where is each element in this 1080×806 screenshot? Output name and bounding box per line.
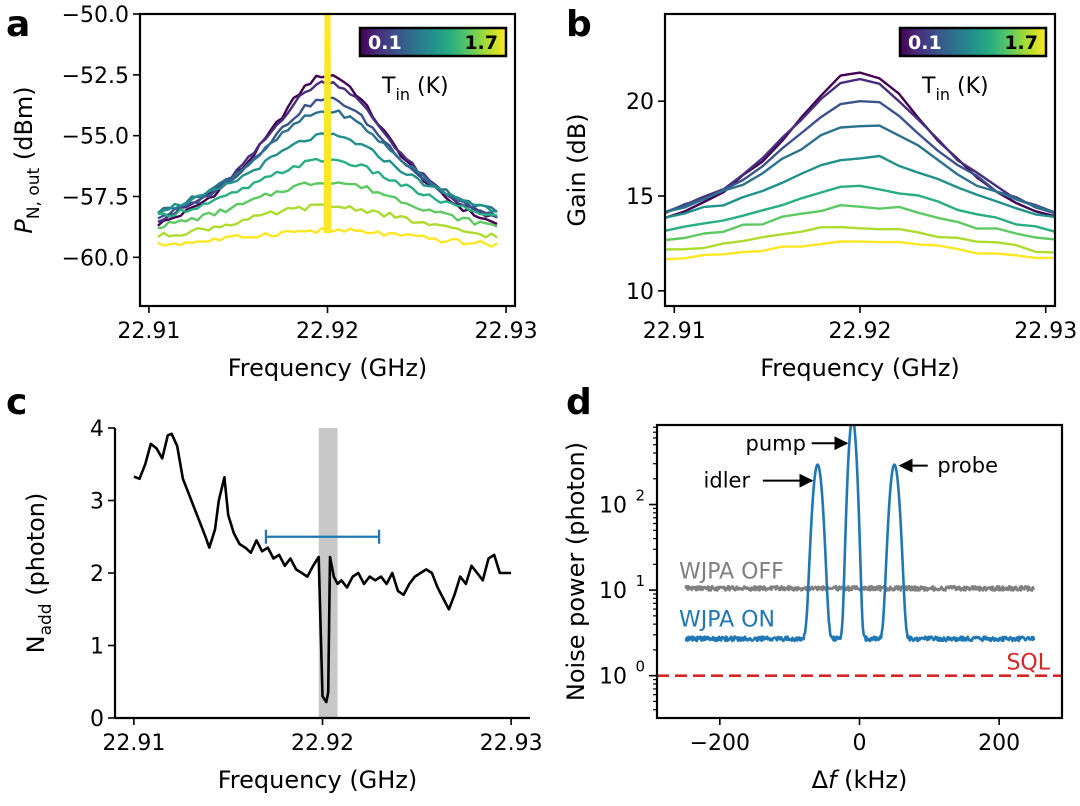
- panel-d-series-line: [684, 584, 1036, 592]
- panel-c-xtick-label: 22.91: [102, 731, 165, 756]
- panel-b-series-line: [665, 99, 1055, 215]
- panel-b-xlabel: Frequency (GHz): [760, 354, 960, 382]
- panel-b-series-line: [665, 225, 1055, 254]
- panel-a-ytick-label: −60.0: [62, 246, 129, 271]
- panel-c-ytick-label: 3: [90, 490, 104, 515]
- panel-b-ytick-label: 15: [626, 185, 654, 210]
- panel-a-xtick-label: 22.91: [117, 319, 180, 344]
- panel-d-xlabel: Δf (kHz): [812, 766, 908, 794]
- panel-a-colorbar-max: 1.7: [464, 32, 498, 54]
- panel-a-center-spike: [323, 14, 332, 234]
- panel-b-colorbar-min: 0.1: [908, 32, 942, 54]
- panel-c-ytick-label: 0: [90, 707, 104, 732]
- panel-d-ytick-label: 10: [599, 494, 627, 519]
- panel-b-colorbar-max: 1.7: [1004, 32, 1038, 54]
- panel-d-xtick-label: −200: [690, 731, 750, 756]
- panel-c-ytick-label: 2: [90, 562, 104, 587]
- panel-c-ytick-label: 1: [90, 635, 104, 660]
- panel-c-ytick-label: 4: [90, 417, 104, 442]
- panel-b-series-line: [665, 77, 1055, 214]
- panel-a-chart: 22.91 22.92 22.93 −60.0 −57.5 −55.0 −52.5 −50.0…: [10, 3, 538, 382]
- panel-b-series-group: [665, 71, 1055, 261]
- panel-b-ytick-label: 10: [626, 280, 654, 305]
- panel-b-ytick-label: 20: [626, 90, 654, 115]
- panel-b-frame: [663, 12, 1057, 308]
- panel-b-xtick-label: 22.92: [829, 319, 892, 344]
- panel-a-ytick-label: −57.5: [62, 186, 129, 211]
- panel-d-chart: −200 0 200 10 0 10 1 10 2 WJPA OFF WJPA ON SQL pump i…: [562, 423, 1064, 794]
- panel-d-label-sql: SQL: [1006, 651, 1050, 676]
- panel-b-series-line: [665, 154, 1055, 219]
- panel-a-colorbar-min: 0.1: [368, 32, 402, 54]
- panel-b-colorbar: [898, 26, 1048, 58]
- panel-a-xtick-label: 22.92: [296, 319, 359, 344]
- panel-d-ytick-label: 10: [599, 579, 627, 604]
- panel-d-ytick-exponent: 1: [635, 572, 645, 590]
- panel-d-ytick-label: 10: [599, 665, 627, 690]
- panel-d-label-wjpa-off: WJPA OFF: [679, 559, 784, 584]
- panel-d-annotation-pump: pump: [745, 431, 805, 455]
- panel-b-series-line: [665, 203, 1055, 242]
- panel-a-colorbar: [358, 26, 508, 58]
- panel-d-series-group: [657, 425, 1062, 677]
- panel-d-label-wjpa-on: WJPA ON: [679, 608, 775, 633]
- panel-c-xlabel: Frequency (GHz): [218, 766, 418, 794]
- panel-d-series-line: [684, 425, 1036, 643]
- panel-letter-d: d: [566, 382, 592, 423]
- panel-d-ylabel: Noise power (photon): [562, 442, 590, 701]
- panel-a-xtick-label: 22.93: [475, 319, 538, 344]
- panel-letter-a: a: [6, 4, 30, 45]
- panel-b-series-line: [665, 184, 1055, 233]
- panel-d-ytick-exponent: 2: [635, 487, 645, 505]
- panel-b-series-line: [665, 71, 1055, 220]
- panel-d-ytick-exponent: 0: [635, 658, 645, 676]
- panel-a-colorbar-label: Tin (K): [381, 74, 449, 104]
- panel-b-ylabel: Gain (dB): [563, 113, 591, 226]
- panel-b-xtick-label: 22.93: [1014, 319, 1077, 344]
- panel-d-xtick-label: 200: [978, 731, 1020, 756]
- panel-a-ytick-label: −50.0: [62, 3, 129, 28]
- panel-a-series-group: [157, 14, 498, 248]
- panel-a-ytick-label: −55.0: [62, 125, 129, 150]
- panel-b-series-line: [665, 124, 1055, 214]
- panel-b-series-line: [665, 240, 1055, 261]
- panel-d-annotation-idler: idler: [704, 469, 751, 493]
- panel-c-xtick-label: 22.92: [291, 731, 354, 756]
- panel-c-nadd-line: [133, 432, 512, 704]
- panel-c-xtick-label: 22.93: [480, 731, 543, 756]
- panel-c-shaded-band: [318, 428, 338, 718]
- panel-letter-c: c: [6, 382, 27, 423]
- panel-a-ytick-label: −52.5: [62, 64, 129, 89]
- panel-c-chart: 22.91 22.92 22.93 0 1 2 3 4 Frequency (GHz) Nadd …: [22, 417, 543, 794]
- panel-a-ylabel: PN, out (dBm): [10, 86, 44, 233]
- panel-letter-b: b: [566, 4, 592, 45]
- panel-d-annotation-probe: probe: [937, 454, 998, 478]
- panel-b-colorbar-label: Tin (K): [921, 74, 989, 104]
- panel-a-xlabel: Frequency (GHz): [228, 354, 428, 382]
- panel-d-xtick-label: 0: [853, 731, 867, 756]
- panel-c-ylabel: Nadd (photon): [22, 493, 56, 654]
- panel-b-chart: 22.91 22.92 22.93 10 15 20 Frequency (GHz) Gain…: [563, 12, 1077, 382]
- panel-b-xtick-label: 22.91: [643, 319, 706, 344]
